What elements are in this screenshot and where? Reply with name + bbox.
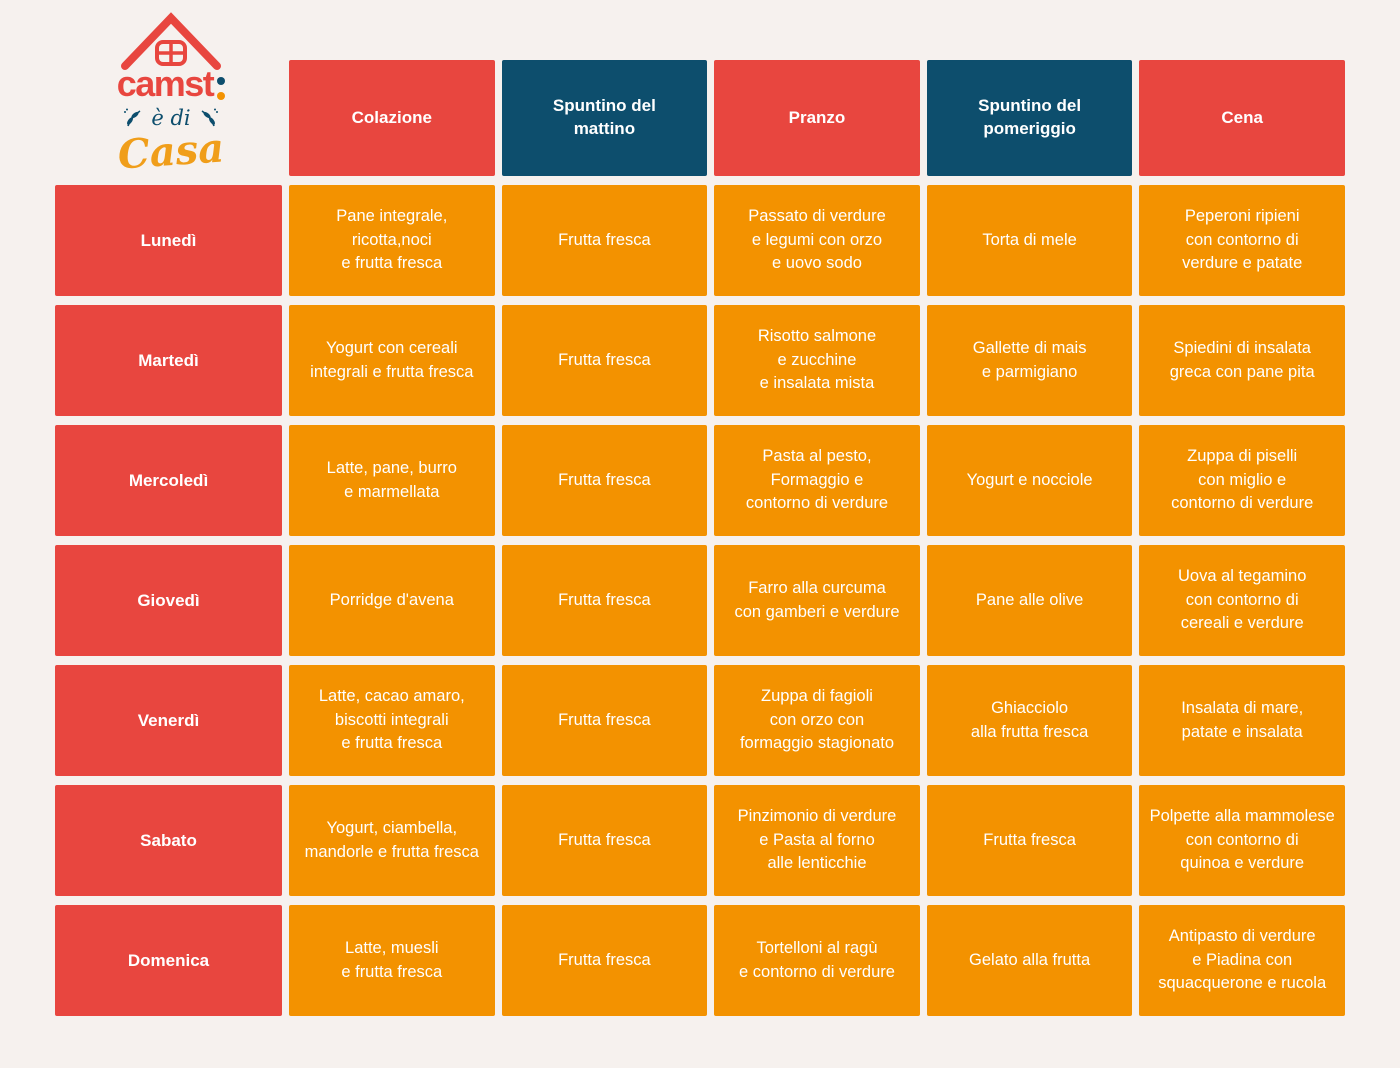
menu-cell-lunedi-3: Torta di mele bbox=[926, 185, 1133, 296]
menu-cell-martedi-2: Risotto salmone e zucchine e insalata mi… bbox=[714, 305, 920, 416]
menu-cell-mercoledi-4: Zuppa di piselli con miglio e contorno d… bbox=[1139, 425, 1345, 536]
leaf-left-icon bbox=[124, 108, 141, 127]
menu-cell-giovedi-3: Pane alle olive bbox=[926, 545, 1133, 656]
menu-cell-domenica-1: Frutta fresca bbox=[501, 905, 708, 1016]
day-header-venerdi: Venerdì bbox=[55, 665, 282, 776]
menu-cell-giovedi-2: Farro alla curcuma con gamberi e verdure bbox=[714, 545, 920, 656]
menu-cell-lunedi-0: Pane integrale, ricotta,noci e frutta fr… bbox=[289, 185, 495, 296]
menu-cell-domenica-0: Latte, muesli e frutta fresca bbox=[289, 905, 495, 1016]
camst-logo: camst è di Casa bbox=[86, 10, 256, 179]
leaf-right-icon bbox=[201, 108, 218, 127]
menu-cell-sabato-0: Yogurt, ciambella, mandorle e frutta fre… bbox=[289, 785, 495, 896]
column-header-cena: Cena bbox=[1139, 60, 1345, 176]
column-header-spuntino-del-pomeriggio: Spuntino del pomeriggio bbox=[926, 60, 1133, 176]
day-header-martedi: Martedì bbox=[55, 305, 282, 416]
menu-cell-venerdi-0: Latte, cacao amaro, biscotti integrali e… bbox=[289, 665, 495, 776]
brand-wordmark: camst bbox=[86, 66, 256, 102]
day-header-sabato: Sabato bbox=[55, 785, 282, 896]
day-header-domenica: Domenica bbox=[55, 905, 282, 1016]
day-header-giovedi: Giovedì bbox=[55, 545, 282, 656]
menu-cell-giovedi-0: Porridge d'avena bbox=[289, 545, 495, 656]
tagline-e-di: è di bbox=[151, 106, 191, 130]
day-header-mercoledi: Mercoledì bbox=[55, 425, 282, 536]
menu-cell-mercoledi-0: Latte, pane, burro e marmellata bbox=[289, 425, 495, 536]
menu-cell-giovedi-1: Frutta fresca bbox=[501, 545, 708, 656]
menu-cell-martedi-4: Spiedini di insalata greca con pane pita bbox=[1139, 305, 1345, 416]
menu-cell-martedi-3: Gallette di mais e parmigiano bbox=[926, 305, 1133, 416]
day-header-lunedi: Lunedì bbox=[55, 185, 282, 296]
column-header-pranzo: Pranzo bbox=[714, 60, 920, 176]
menu-cell-sabato-4: Polpette alla mammolese con contorno di … bbox=[1139, 785, 1345, 896]
corner-spacer bbox=[55, 60, 282, 176]
menu-cell-domenica-2: Tortelloni al ragù e contorno di verdure bbox=[714, 905, 920, 1016]
menu-cell-sabato-2: Pinzimonio di verdure e Pasta al forno a… bbox=[714, 785, 920, 896]
column-header-colazione: Colazione bbox=[289, 60, 495, 176]
menu-cell-mercoledi-1: Frutta fresca bbox=[501, 425, 708, 536]
menu-cell-sabato-3: Frutta fresca bbox=[926, 785, 1133, 896]
menu-cell-lunedi-1: Frutta fresca bbox=[501, 185, 708, 296]
menu-cell-mercoledi-3: Yogurt e nocciole bbox=[926, 425, 1133, 536]
brand-name: camst bbox=[116, 63, 215, 104]
column-header-spuntino-del-mattino: Spuntino del mattino bbox=[501, 60, 708, 176]
menu-cell-martedi-0: Yogurt con cereali integrali e frutta fr… bbox=[289, 305, 495, 416]
menu-cell-martedi-1: Frutta fresca bbox=[501, 305, 708, 416]
menu-cell-domenica-4: Antipasto di verdure e Piadina con squac… bbox=[1139, 905, 1345, 1016]
menu-cell-domenica-3: Gelato alla frutta bbox=[926, 905, 1133, 1016]
menu-cell-lunedi-4: Peperoni ripieni con contorno di verdure… bbox=[1139, 185, 1345, 296]
menu-cell-giovedi-4: Uova al tegamino con contorno di cereali… bbox=[1139, 545, 1345, 656]
house-icon bbox=[121, 12, 221, 70]
menu-cell-venerdi-4: Insalata di mare, patate e insalata bbox=[1139, 665, 1345, 776]
weekly-menu-table: Colazione Spuntino del mattino Pranzo Spunt… bbox=[55, 60, 1345, 1016]
menu-cell-sabato-1: Frutta fresca bbox=[501, 785, 708, 896]
menu-cell-venerdi-1: Frutta fresca bbox=[501, 665, 708, 776]
menu-cell-lunedi-2: Passato di verdure e legumi con orzo e u… bbox=[714, 185, 920, 296]
menu-cell-venerdi-2: Zuppa di fagioli con orzo con formaggio … bbox=[714, 665, 920, 776]
menu-cell-mercoledi-2: Pasta al pesto, Formaggio e contorno di … bbox=[714, 425, 920, 536]
brand-colon-icon bbox=[217, 77, 226, 102]
menu-cell-venerdi-3: Ghiacciolo alla frutta fresca bbox=[926, 665, 1133, 776]
